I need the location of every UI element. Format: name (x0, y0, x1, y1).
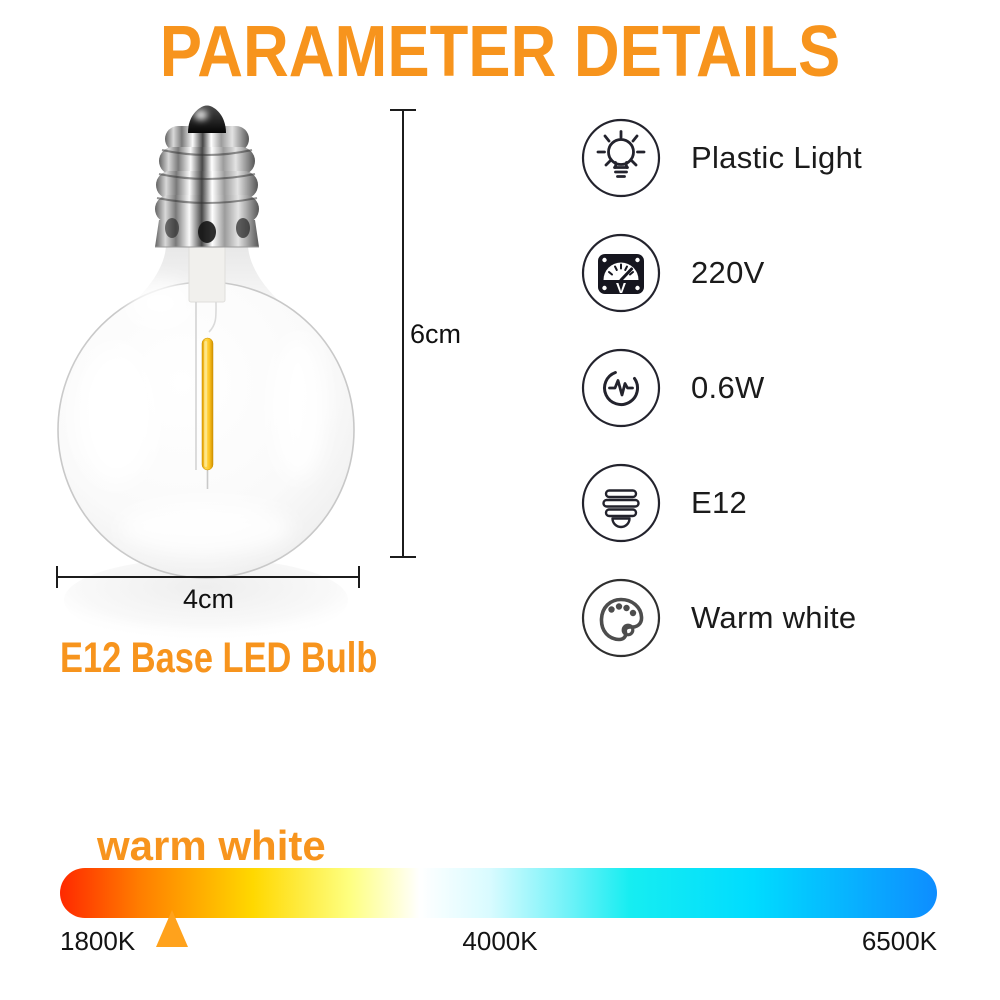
width-dimension-label: 4cm (182, 584, 234, 614)
temp-marker-triangle (156, 910, 188, 947)
spec-list: Plastic Light V 220V (581, 118, 862, 693)
spec-label-base: E12 (691, 485, 748, 520)
bulb-reflection (64, 558, 348, 642)
spec-label-material: Plastic Light (691, 140, 863, 175)
spec-row-color: Warm white (581, 578, 862, 658)
height-dimension-cap-bottom (390, 556, 416, 558)
palette-icon (581, 578, 661, 658)
height-dimension-cap-top (390, 109, 416, 111)
spec-row-material: Plastic Light (581, 118, 862, 198)
width-dimension-tick-right (358, 566, 360, 588)
color-temperature-gradient-bar (60, 868, 937, 918)
glass-highlights (76, 281, 324, 554)
base-icon (581, 463, 661, 543)
spec-label-voltage: 220V (691, 255, 765, 290)
height-dimension-label: 6cm (410, 319, 462, 349)
bulb-icon (581, 118, 661, 198)
product-caption: E12 Base LED Bulb (60, 634, 378, 682)
spec-row-base: E12 (581, 463, 862, 543)
spec-label-wattage: 0.6W (691, 370, 765, 405)
base-contact-tip (188, 105, 226, 133)
temp-label-4000k: 4000K (462, 926, 538, 956)
height-dimension-line (402, 110, 404, 557)
spec-row-wattage: 0.6W (581, 348, 862, 428)
color-temp-heading: warm white (97, 822, 326, 869)
spec-label-color: Warm white (691, 600, 857, 635)
stem-plug (188, 245, 226, 303)
temp-label-1800k: 1800K (60, 926, 136, 956)
width-dimension-line (57, 576, 360, 578)
support-wire-right (208, 301, 217, 333)
power-icon (581, 348, 661, 428)
spec-row-voltage: V 220V (581, 233, 862, 313)
screw-base (155, 126, 259, 248)
led-filament-highlight (204, 341, 208, 467)
svg-text:V: V (616, 280, 626, 297)
temp-label-6500k: 6500K (861, 926, 937, 956)
led-filament (201, 337, 214, 471)
voltmeter-icon: V (581, 233, 661, 313)
page-title: PARAMETER DETAILS (159, 12, 841, 92)
tip-highlight (194, 110, 208, 120)
width-dimension-tick-left (56, 566, 58, 588)
bulb-product-image (57, 105, 355, 642)
